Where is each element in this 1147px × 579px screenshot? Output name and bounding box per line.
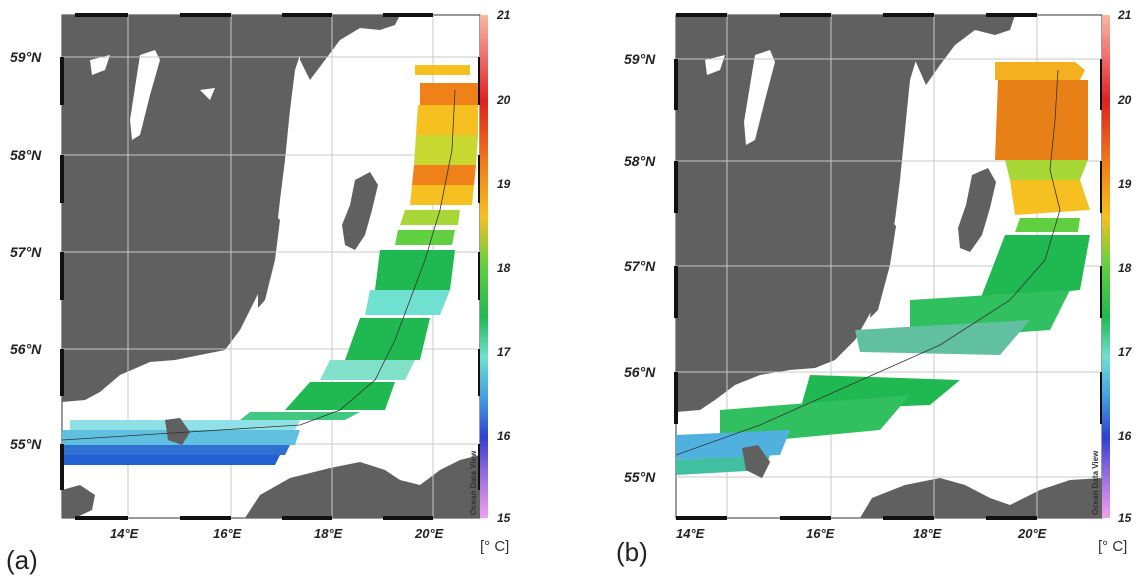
lon-label: 18°E (314, 526, 343, 541)
land-sweden (676, 15, 922, 412)
land-sweden (62, 15, 305, 402)
sst-swath-b (676, 62, 1090, 478)
lat-label: 59°N (624, 51, 656, 67)
colorbar-tick: 20 (496, 93, 511, 107)
lat-label: 57°N (10, 244, 42, 260)
colorbar-tick: 19 (1118, 177, 1132, 191)
lat-label: 55°N (10, 436, 42, 452)
panel-a: 59°N 58°N 57°N 56°N 55°N 14°E 16°E 18°E … (0, 0, 520, 579)
colorbar-tick: 16 (1118, 429, 1132, 443)
lon-label: 14°E (110, 526, 139, 541)
colorbar-tick: 15 (1118, 511, 1132, 525)
lon-label: 20°E (414, 526, 444, 541)
lat-label: 56°N (624, 364, 656, 380)
lat-label: 58°N (10, 147, 42, 163)
panel-b: 59°N 58°N 57°N 56°N 55°N 14°E 16°E 18°E … (610, 0, 1147, 579)
map-a: 59°N 58°N 57°N 56°N 55°N 14°E 16°E 18°E … (10, 8, 512, 541)
land-gotland (958, 168, 996, 252)
unit-label: [° C] (480, 538, 510, 555)
land-poland (245, 455, 480, 518)
lon-label: 16°E (213, 526, 242, 541)
lon-label: 18°E (913, 526, 942, 541)
odv-watermark: Ocean Data View (469, 450, 478, 515)
panel-label: (a) (6, 545, 38, 575)
colorbar-tick: 21 (496, 8, 511, 22)
colorbar-tick: 17 (497, 345, 512, 359)
map-b: 59°N 58°N 57°N 56°N 55°N 14°E 16°E 18°E … (624, 8, 1133, 541)
colorbar (480, 15, 488, 518)
unit-label: [° C] (1098, 538, 1128, 555)
lat-label: 59°N (10, 49, 42, 65)
lat-label: 58°N (624, 153, 656, 169)
land-gotland (342, 172, 378, 250)
odv-watermark: Ocean Data View (1091, 450, 1100, 515)
colorbar-tick: 16 (497, 429, 511, 443)
land-poland (860, 478, 1102, 518)
sst-swath-a (62, 65, 478, 465)
lat-label: 56°N (10, 341, 42, 357)
panel-label: (b) (616, 537, 648, 567)
lon-label: 14°E (676, 526, 705, 541)
colorbar-tick: 19 (497, 177, 511, 191)
colorbar-tick: 21 (1117, 8, 1132, 22)
lat-label: 57°N (624, 258, 656, 274)
colorbar-tick: 15 (497, 511, 511, 525)
colorbar-tick: 20 (1117, 93, 1132, 107)
colorbar-tick: 18 (1118, 261, 1132, 275)
colorbar-tick: 17 (1118, 345, 1133, 359)
colorbar-tick: 18 (497, 261, 511, 275)
lon-label: 20°E (1017, 526, 1047, 541)
land-oland (870, 220, 896, 318)
lat-label: 55°N (624, 469, 656, 485)
colorbar (1102, 15, 1110, 518)
land-oland (258, 215, 280, 308)
lon-label: 16°E (806, 526, 835, 541)
